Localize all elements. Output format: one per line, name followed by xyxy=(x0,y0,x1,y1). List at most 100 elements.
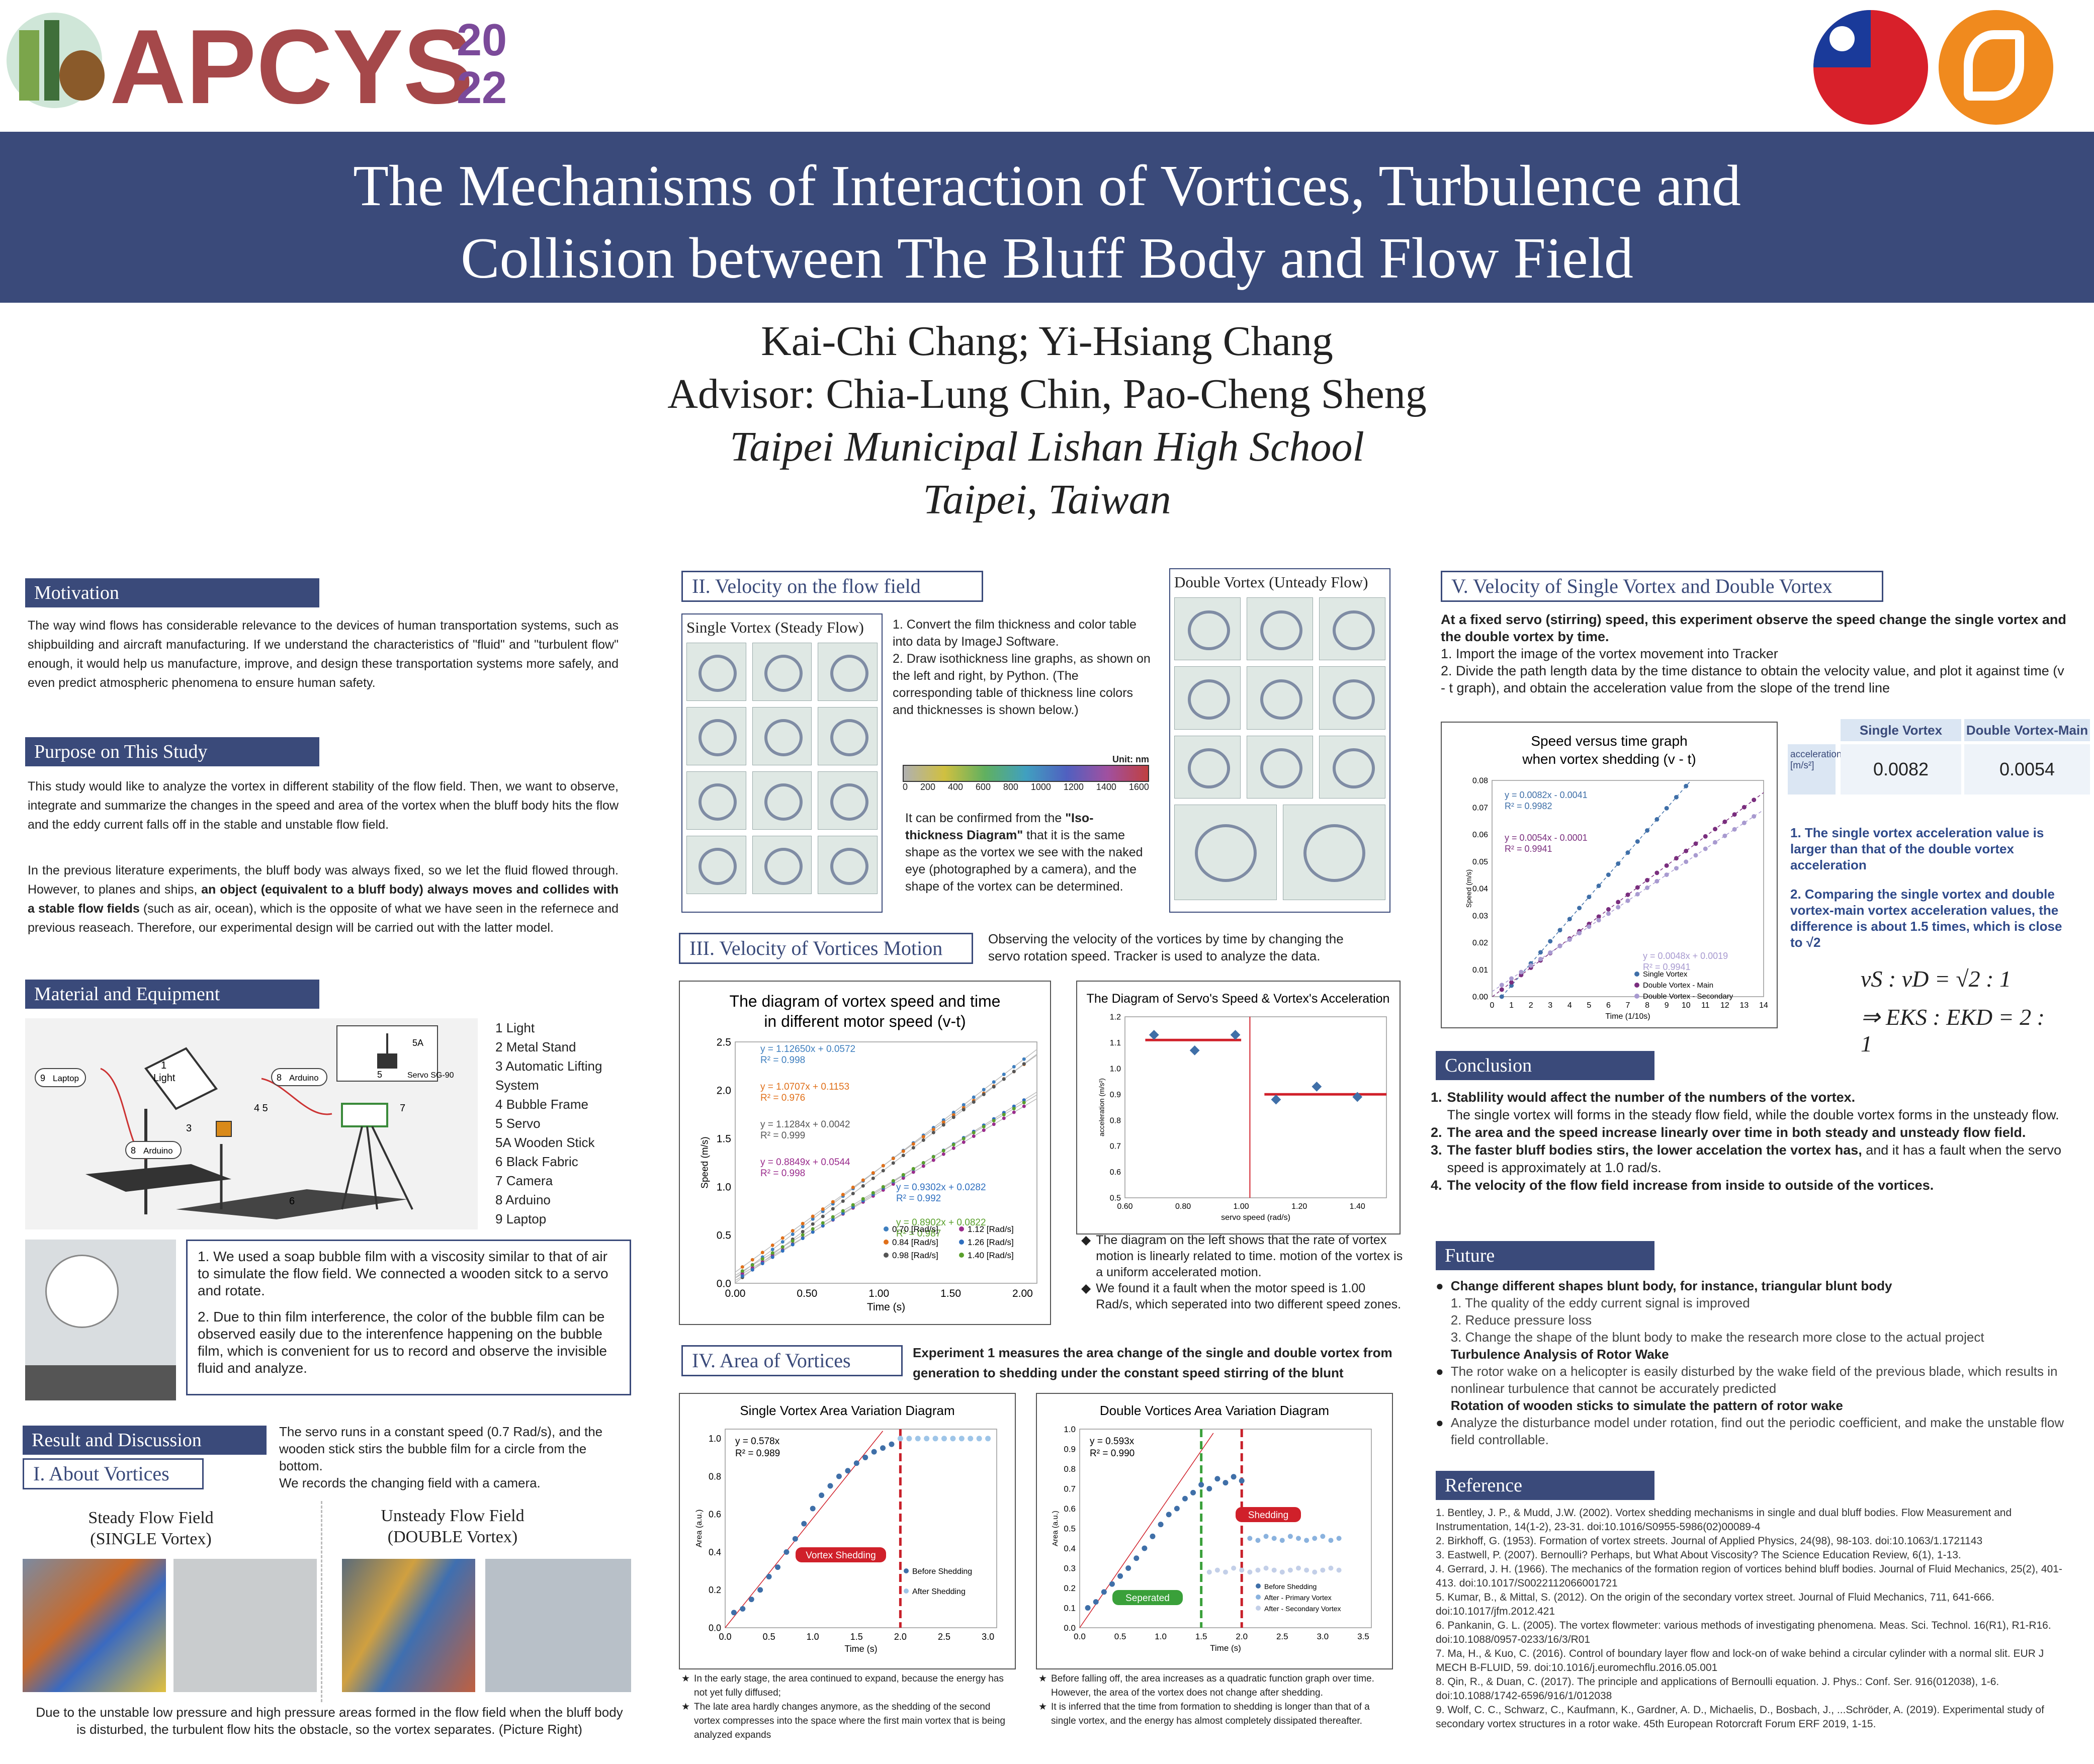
data-point xyxy=(750,1263,754,1267)
result-note: The servo runs in a constant speed (0.7 … xyxy=(279,1424,603,1490)
data-point xyxy=(880,1445,886,1451)
legend-marker xyxy=(1256,1595,1261,1600)
data-point xyxy=(1713,840,1718,845)
x-tick-label: 0.60 xyxy=(1117,1202,1132,1211)
svg-text:1: 1 xyxy=(161,1060,166,1071)
data-point xyxy=(1022,1062,1026,1066)
data-point xyxy=(801,1221,805,1225)
data-point xyxy=(770,1243,774,1247)
data-point xyxy=(1693,853,1698,858)
data-point xyxy=(770,1248,774,1252)
trend-line xyxy=(725,1431,884,1628)
iso-thickness-image xyxy=(1247,597,1313,661)
x-tick-label: 14 xyxy=(1759,1001,1768,1010)
data-point xyxy=(901,1154,905,1158)
iso-thickness-image xyxy=(1319,597,1385,661)
iso-thickness-image xyxy=(752,836,812,894)
data-point xyxy=(881,1169,885,1173)
data-point xyxy=(1022,1104,1026,1108)
material-item: 4 Bubble Frame xyxy=(495,1097,589,1112)
trend-line xyxy=(1492,792,1764,997)
plot-area xyxy=(1079,1429,1372,1628)
plot-area xyxy=(735,1041,1037,1284)
data-point xyxy=(931,1130,935,1134)
data-point xyxy=(770,1255,774,1259)
data-point xyxy=(1101,1589,1107,1595)
data-point xyxy=(1002,1077,1006,1081)
data-point xyxy=(906,1436,912,1442)
iso-thickness-image xyxy=(686,643,746,701)
data-point xyxy=(1182,1495,1188,1502)
x-tick-label: 0.5 xyxy=(763,1632,775,1642)
x-tick-label: 10 xyxy=(1682,1001,1691,1010)
data-point xyxy=(1645,828,1650,833)
data-point xyxy=(1625,898,1630,903)
data-point xyxy=(1012,1110,1016,1114)
table-header: Single Vortex xyxy=(1841,719,1961,741)
data-point xyxy=(1022,1098,1026,1102)
y-tick-label: 1.1 xyxy=(1110,1039,1121,1047)
data-point xyxy=(1509,983,1514,988)
data-point xyxy=(932,1436,938,1442)
y-tick-label: 1.0 xyxy=(1110,1065,1121,1073)
x-tick-label: 1.5 xyxy=(850,1632,863,1642)
data-point xyxy=(962,1140,966,1144)
x-tick-label: 6 xyxy=(1606,1001,1611,1010)
data-point xyxy=(760,1257,764,1261)
x-tick-label: 2.5 xyxy=(1276,1632,1288,1641)
data-point xyxy=(801,1224,805,1228)
data-point xyxy=(1606,872,1611,877)
data-point xyxy=(972,1134,976,1138)
y-tick-label: 0.01 xyxy=(1472,966,1488,975)
data-point xyxy=(1328,1538,1334,1543)
r-squared: R² = 0.992 xyxy=(896,1193,941,1204)
equation-1: vS : vD = √2 : 1 xyxy=(1861,966,2011,992)
purpose-header: Purpose on This Study xyxy=(25,737,319,766)
y-tick-label: 0.06 xyxy=(1472,831,1488,839)
data-point xyxy=(760,1251,764,1255)
data-point xyxy=(760,1262,764,1266)
y-tick-label: 1.2 xyxy=(1110,1013,1121,1022)
reference-item: 1. Bentley, J. P., & Mudd, J.W. (2002). … xyxy=(1436,1507,2012,1533)
svg-text:Servo SG-90: Servo SG-90 xyxy=(407,1071,454,1080)
y-tick-label: 0.08 xyxy=(1472,777,1488,785)
data-point xyxy=(1596,884,1601,889)
data-point xyxy=(766,1573,772,1579)
annotation-badge xyxy=(796,1547,886,1562)
legend-marker xyxy=(1256,1583,1261,1589)
svg-text:7: 7 xyxy=(400,1103,405,1114)
double-area-panel: Double Vortices Area Variation Diagram 0.… xyxy=(1036,1393,1393,1669)
legend-marker xyxy=(1634,994,1639,999)
data-point xyxy=(783,1549,790,1555)
data-point xyxy=(1587,895,1592,900)
x-tick-label: 12 xyxy=(1720,1001,1729,1010)
plot-area xyxy=(725,1429,997,1628)
data-point xyxy=(1304,1567,1310,1573)
chart-title: The Diagram of Servo's Speed & Vortex's … xyxy=(1087,992,1390,1006)
table-cell: 0.0082 xyxy=(1841,744,1961,795)
svg-text:Light: Light xyxy=(153,1073,176,1084)
vt-chart-panel: The diagram of vortex speed and time in d… xyxy=(679,981,1051,1325)
material-list: 1 Light 2 Metal Stand 3 Automatic Liftin… xyxy=(495,1018,626,1228)
x-tick-label: 13 xyxy=(1740,1001,1749,1010)
data-point xyxy=(1596,918,1601,923)
data-point xyxy=(1616,900,1621,905)
data-point xyxy=(1703,834,1708,839)
data-point xyxy=(1577,906,1582,911)
data-point xyxy=(951,1146,955,1150)
legend-label: After - Primary Vortex xyxy=(1264,1594,1332,1602)
data-point xyxy=(1557,943,1562,948)
y-tick-label: 0.7 xyxy=(1110,1142,1121,1151)
y-tick-label: 0.4 xyxy=(709,1547,721,1557)
single-area-panel: Single Vortex Area Variation Diagram 0.0 0… xyxy=(679,1393,1016,1669)
data-point xyxy=(1206,1486,1212,1491)
data-point xyxy=(1312,1536,1318,1541)
data-point xyxy=(861,1197,865,1201)
data-point xyxy=(1693,841,1698,846)
data-point xyxy=(1231,1474,1237,1480)
y-tick-label: 0.5 xyxy=(717,1229,731,1241)
data-point xyxy=(901,1173,905,1177)
data-point xyxy=(982,1125,986,1129)
r-squared: R² = 0.9982 xyxy=(1505,801,1552,811)
x-tick-label: 3 xyxy=(1548,1001,1552,1010)
